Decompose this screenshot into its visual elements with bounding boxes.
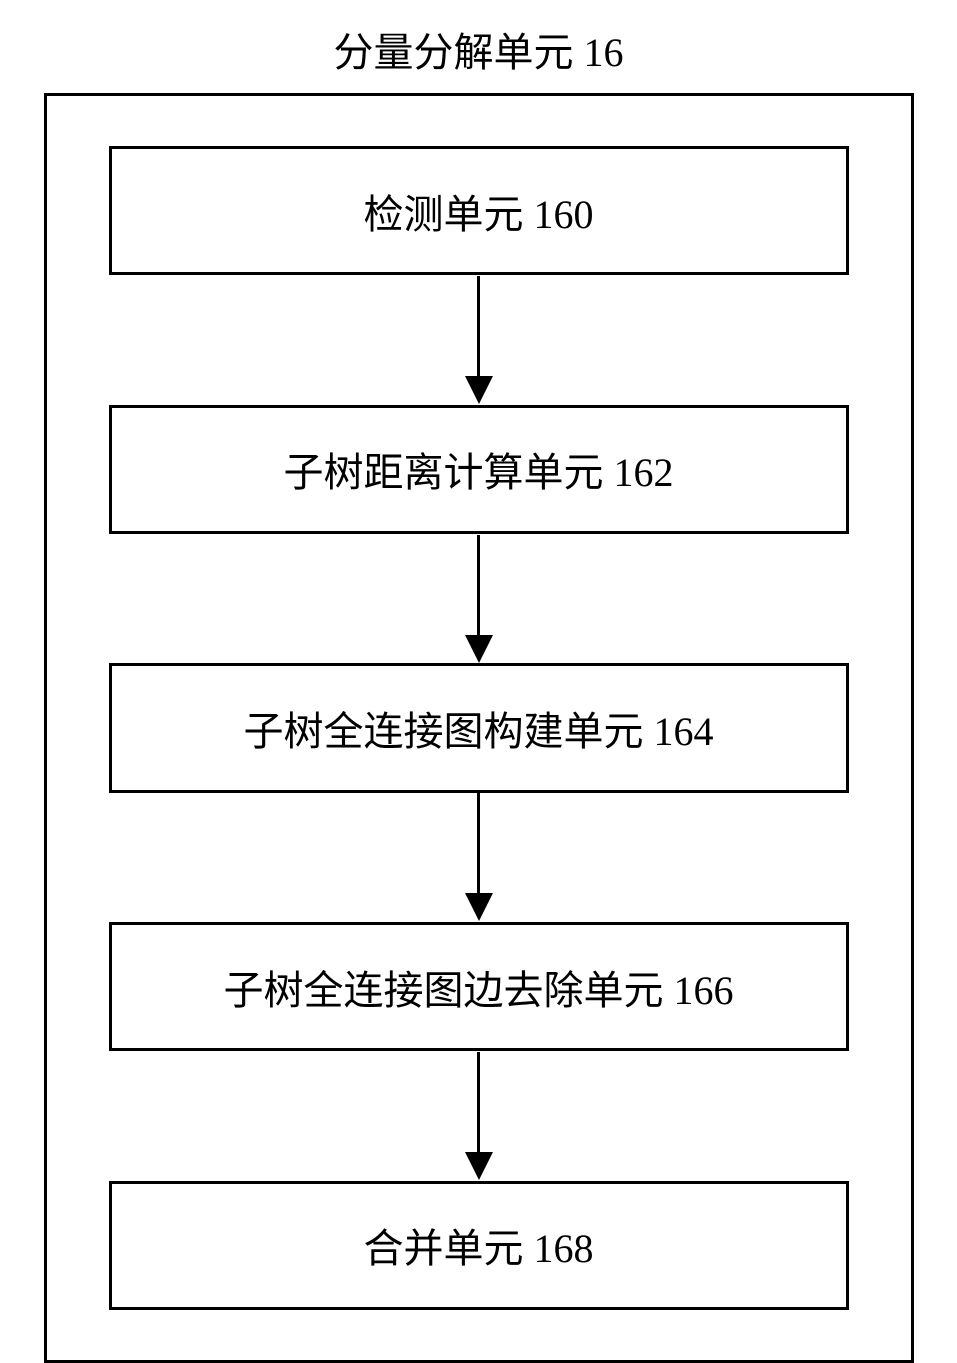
- node-label: 子树全连接图边去除单元 166: [224, 958, 734, 1016]
- node-label: 检测单元 160: [364, 182, 594, 240]
- arrow-head: [465, 1152, 493, 1180]
- arrow-head: [465, 376, 493, 404]
- flow-container: 检测单元 160 子树距离计算单元 162 子树全连接图构建单元 164 子树全…: [107, 146, 851, 1310]
- diagram-title: 分量分解单元 16: [0, 0, 957, 93]
- arrow-line: [477, 276, 480, 376]
- node-merge-unit: 合并单元 168: [109, 1181, 849, 1310]
- node-label: 子树全连接图构建单元 164: [244, 699, 714, 757]
- arrow-line: [477, 793, 480, 893]
- node-label: 子树距离计算单元 162: [284, 440, 674, 498]
- arrow-down-icon: [465, 793, 493, 922]
- arrow-line: [477, 535, 480, 635]
- node-subtree-distance-calc-unit: 子树距离计算单元 162: [109, 405, 849, 534]
- arrow-down-icon: [465, 1051, 493, 1180]
- node-detection-unit: 检测单元 160: [109, 146, 849, 275]
- arrow-head: [465, 893, 493, 921]
- arrow-down-icon: [465, 534, 493, 663]
- title-text: 分量分解单元 16: [334, 30, 624, 75]
- arrow-down-icon: [465, 275, 493, 404]
- node-subtree-full-graph-build-unit: 子树全连接图构建单元 164: [109, 663, 849, 792]
- outer-container: 检测单元 160 子树距离计算单元 162 子树全连接图构建单元 164 子树全…: [44, 93, 914, 1363]
- arrow-line: [477, 1052, 480, 1152]
- node-subtree-full-graph-edge-remove-unit: 子树全连接图边去除单元 166: [109, 922, 849, 1051]
- arrow-head: [465, 635, 493, 663]
- node-label: 合并单元 168: [364, 1216, 594, 1274]
